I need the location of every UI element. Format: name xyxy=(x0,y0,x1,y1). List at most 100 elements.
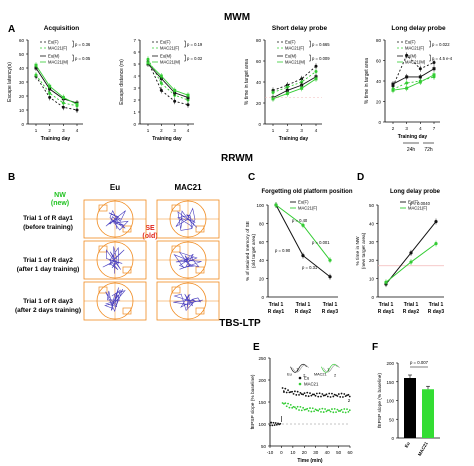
a4-delay-brackets: 24h 72h xyxy=(403,142,434,153)
data-point xyxy=(186,103,190,107)
y-tick-label: 6 xyxy=(133,50,136,55)
data-point xyxy=(339,410,342,412)
data-point xyxy=(311,393,314,396)
data-point xyxy=(288,406,291,409)
data-point xyxy=(61,95,65,99)
data-point xyxy=(292,405,295,408)
series-line xyxy=(272,76,317,99)
data-point xyxy=(405,75,409,79)
x-tick-label: R day1 xyxy=(268,309,285,315)
x-tick-label: 4 xyxy=(76,128,79,133)
data-point xyxy=(332,395,335,398)
trace-label: 2 xyxy=(334,372,337,377)
row3-line1: Trial 1 of R day3 xyxy=(23,298,73,305)
data-point xyxy=(299,405,302,408)
trace-label: 1 xyxy=(296,366,299,371)
data-point xyxy=(333,393,336,396)
x-axis-label: Time (min) xyxy=(297,458,323,464)
data-point xyxy=(75,108,79,112)
data-point xyxy=(292,392,295,395)
swim-track xyxy=(173,251,202,270)
series-line xyxy=(392,68,435,85)
y-tick-label: 150 xyxy=(258,400,266,405)
x-tick-label: 4 xyxy=(315,128,318,133)
series-line xyxy=(35,67,78,104)
trace-mark: 2 xyxy=(348,398,351,403)
se-sublabel: (old) xyxy=(142,233,157,240)
series-line xyxy=(392,74,435,91)
x-tick-label: 3 xyxy=(173,128,176,133)
data-point xyxy=(318,408,321,410)
baseline-point xyxy=(279,422,282,425)
data-point xyxy=(314,408,317,411)
data-point xyxy=(331,392,333,395)
data-point xyxy=(48,84,52,88)
data-point xyxy=(301,254,305,258)
y-tick-label: 30 xyxy=(19,80,25,85)
y-tick-label: 20 xyxy=(259,277,265,282)
data-point xyxy=(325,393,328,396)
maze-platform-nw xyxy=(171,286,181,294)
legend-label: Eu xyxy=(304,376,310,381)
data-point xyxy=(384,280,388,284)
data-point xyxy=(173,99,177,103)
data-point xyxy=(328,258,332,262)
chart-title: Forgetting old platform position xyxy=(262,189,353,195)
data-point xyxy=(326,395,329,398)
data-point xyxy=(303,408,306,411)
x-tick-label: Trial 1 xyxy=(404,302,419,308)
chart-a1: 0 10 20 30 40 50 60 1 2 3 4 Training day Escape late… xyxy=(7,25,91,142)
legend-label: Eu(M) xyxy=(405,54,417,59)
stat-bracket xyxy=(184,40,186,48)
data-point xyxy=(317,409,320,412)
x-axis-label: Training day xyxy=(152,136,182,142)
y-axis-label: Escape latency(s) xyxy=(7,62,13,102)
chart-a2: 0 1 2 3 4 5 6 7 1 2 3 4 Training day Escape distance … xyxy=(119,38,203,142)
data-point xyxy=(342,411,344,414)
data-point xyxy=(302,406,305,409)
data-point xyxy=(61,105,65,109)
legend-label: Eu(F) xyxy=(408,200,419,205)
data-point xyxy=(348,395,351,398)
x-tick-label: 2 xyxy=(286,128,289,133)
bracket-label-24h: 24h xyxy=(407,147,416,153)
data-point xyxy=(291,406,294,409)
swim-track xyxy=(102,246,125,274)
maze-1-eu xyxy=(83,199,147,239)
panel-letter-a: A xyxy=(8,24,15,35)
section-title-rrwm: RRWM xyxy=(221,153,253,164)
series-line xyxy=(272,65,317,91)
maze-platform-nw xyxy=(98,204,108,212)
y-tick-label: 0 xyxy=(258,122,261,127)
y-tick-label: 80 xyxy=(256,38,262,43)
y-tick-label: 100 xyxy=(256,203,264,208)
panel-b-tracks: Eu MAC21 NW (new) SE (old) Trial 1 of R … xyxy=(15,183,220,321)
chart-title: Long delay probe xyxy=(390,189,441,195)
stat-label: p = 0.665 xyxy=(312,42,330,47)
x-tick-label: Trial 1 xyxy=(296,302,311,308)
data-point xyxy=(306,391,309,394)
maze-3-mac21 xyxy=(156,281,220,321)
y-tick-label: 0 xyxy=(391,436,394,441)
data-point xyxy=(295,394,298,396)
data-point xyxy=(300,83,304,87)
data-point xyxy=(281,387,284,389)
stat-label: p = 0.02 xyxy=(187,56,203,61)
y-tick-label: 250 xyxy=(258,356,266,361)
baseline-point xyxy=(274,422,277,424)
x-tick-label: 1 xyxy=(35,128,38,133)
data-point xyxy=(346,394,348,397)
data-point xyxy=(303,392,306,394)
data-point xyxy=(281,402,284,404)
x-tick-label: Eu xyxy=(404,441,411,449)
section-title-mwm: MWM xyxy=(224,12,250,23)
data-point xyxy=(322,394,325,397)
y-tick-label: 40 xyxy=(19,66,25,71)
data-point xyxy=(285,405,288,408)
x-tick-label: 0 xyxy=(280,450,283,455)
y-tick-label: 200 xyxy=(258,378,266,383)
data-point xyxy=(315,392,318,395)
section-title-tbs: TBS-LTP xyxy=(219,318,261,329)
